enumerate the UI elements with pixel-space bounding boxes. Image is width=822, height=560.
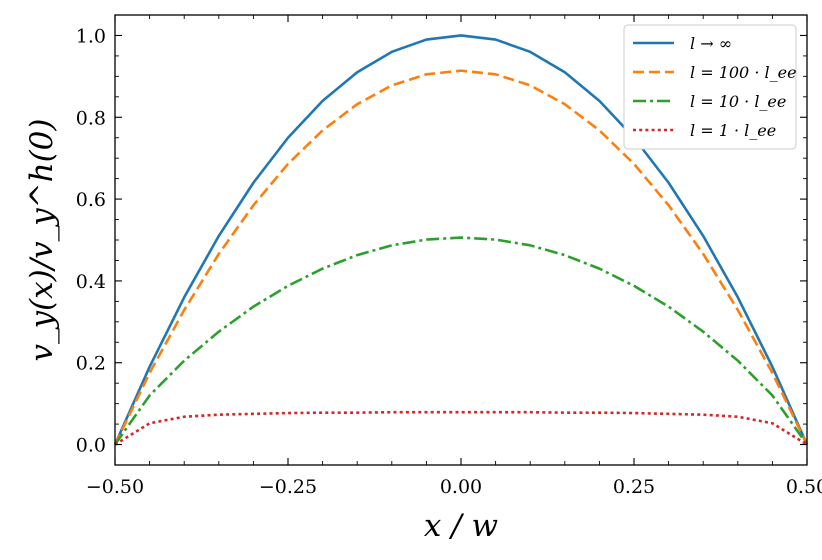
legend-label-3: l = 10 · l_ee bbox=[690, 92, 786, 111]
x-tick-label: 0.00 bbox=[440, 476, 482, 498]
x-tick-label: −0.50 bbox=[86, 476, 144, 498]
legend-box bbox=[623, 24, 797, 150]
series-line-1 bbox=[113, 34, 809, 446]
y-tick-label: 0.8 bbox=[76, 107, 106, 129]
y-tick-label: 0.4 bbox=[76, 271, 106, 293]
legend-label-4: l = 1 · l_ee bbox=[690, 121, 776, 140]
legend-label-1: l → ∞ bbox=[690, 34, 732, 53]
x-tick-label: 0.25 bbox=[613, 476, 655, 498]
y-tick-label: 0.0 bbox=[76, 435, 106, 457]
y-tick-label: 0.6 bbox=[76, 189, 106, 211]
legend: l → ∞ l = 100 · l_eel = 10 · l_eel = 1 · … bbox=[623, 24, 797, 150]
x-axis-title: x / w bbox=[424, 508, 498, 544]
x-tick-label: 0.50 bbox=[786, 476, 822, 498]
series-line-4 bbox=[114, 410, 808, 446]
series-line-3 bbox=[113, 236, 809, 446]
plot-curves bbox=[113, 34, 809, 446]
x-tick-label: −0.25 bbox=[259, 476, 317, 498]
y-axis-title: v_y(x)/v_y^h(0) bbox=[24, 118, 60, 361]
y-tick-label: 1.0 bbox=[76, 25, 106, 47]
series-line-2 bbox=[113, 69, 809, 446]
axis-ticks: −0.50 −0.25 0.00 0.25 0.50 0.0 0.2 0.4 0.6 0.8 1.0 bbox=[76, 14, 822, 498]
y-tick-label: 0.2 bbox=[76, 353, 106, 375]
legend-label-2: l = 100 · l_ee bbox=[690, 63, 797, 82]
